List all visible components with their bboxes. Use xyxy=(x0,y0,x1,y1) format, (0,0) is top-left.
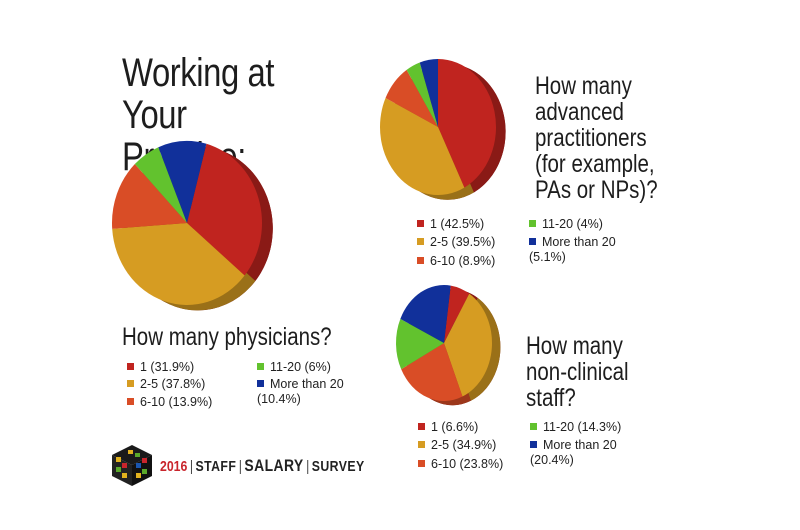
legend-item: 2-5 (39.5%) xyxy=(417,235,495,250)
pie-slice-more-than-20 xyxy=(400,285,451,343)
legend-swatch xyxy=(127,380,134,387)
question-line: How many xyxy=(526,332,623,360)
legend-swatch xyxy=(257,380,264,387)
pie-slice-1 xyxy=(187,143,262,276)
legend-label: 11-20 (14.3%) xyxy=(543,420,622,434)
survey-word: SALARY xyxy=(244,456,304,475)
logo-divider: | xyxy=(189,458,194,475)
advanced-practitioners-legend: 1 (42.5%) 2-5 (39.5%) 6-10 (8.9%) 11-20 … xyxy=(417,217,647,277)
pie-slice-more-than-20 xyxy=(158,141,207,223)
legend-item: 1 (31.9%) xyxy=(127,360,194,375)
pie-slice-11-20 xyxy=(396,318,444,370)
legend-swatch xyxy=(417,257,424,264)
logo-divider: | xyxy=(306,458,310,475)
logo-divider: | xyxy=(238,458,242,475)
physicians-pie-chart xyxy=(112,141,273,311)
question-line: How many xyxy=(535,72,632,100)
legend-label: 1 (42.5%) xyxy=(430,217,485,231)
legend-swatch xyxy=(127,363,134,370)
legend-item: 2-5 (34.9%) xyxy=(418,438,496,453)
legend-swatch xyxy=(418,460,425,467)
pie-slice-2-5 xyxy=(444,293,492,397)
legend-swatch xyxy=(529,220,536,227)
legend-swatch xyxy=(127,398,134,405)
pie-slice-6-10 xyxy=(385,69,438,127)
legend-item: 6-10 (13.9%) xyxy=(127,395,212,410)
pie-slice-11-20 xyxy=(134,147,187,223)
legend-item: 6-10 (23.8%) xyxy=(418,457,503,472)
legend-swatch xyxy=(417,238,424,245)
survey-word: SURVEY xyxy=(311,458,365,475)
legend-item: More than 20 (20.4%) xyxy=(530,438,620,468)
legend-label: 1 (6.6%) xyxy=(431,420,479,434)
legend-swatch xyxy=(257,363,264,370)
physicians-legend: 1 (31.9%) 2-5 (37.8%) 6-10 (13.9%) 11-20… xyxy=(127,360,357,420)
advanced-practitioners-pie-chart xyxy=(380,59,506,200)
legend-label: 2-5 (34.9%) xyxy=(431,438,497,452)
question-line: (for example, xyxy=(535,150,655,178)
legend-label: 6-10 (8.9%) xyxy=(430,254,496,268)
survey-cube-icon xyxy=(112,445,152,486)
pie-slice-6-10 xyxy=(401,343,463,401)
question-line: non-clinical xyxy=(526,358,629,386)
pie-slice-more-than-20 xyxy=(419,59,438,127)
legend-swatch xyxy=(418,423,425,430)
legend-swatch xyxy=(417,220,424,227)
legend-item: 11-20 (14.3%) xyxy=(530,420,621,435)
pie-slice-2-5 xyxy=(112,223,245,305)
legend-item: 11-20 (6%) xyxy=(257,360,331,375)
legend-label: 2-5 (39.5%) xyxy=(430,235,496,249)
survey-word: STAFF xyxy=(195,458,237,475)
pie-slice-6-10 xyxy=(112,164,187,229)
non-clinical-staff-pie-chart xyxy=(396,285,501,406)
legend-item: 1 (6.6%) xyxy=(418,420,478,435)
legend-swatch xyxy=(530,441,537,448)
legend-label: 11-20 (6%) xyxy=(270,360,331,374)
non-clinical-staff-question: How many non-clinical staff? xyxy=(526,333,690,411)
legend-item: 1 (42.5%) xyxy=(417,217,484,232)
pie-slice-1 xyxy=(444,285,470,343)
legend-label: 6-10 (13.9%) xyxy=(140,395,213,409)
legend-label: More than 20 (10.4%) xyxy=(257,377,344,406)
survey-logo-text: 2016 | STAFF | SALARY | SURVEY xyxy=(160,456,365,476)
survey-year: 2016 xyxy=(160,458,188,475)
legend-item: 11-20 (4%) xyxy=(529,217,603,232)
legend-item: 6-10 (8.9%) xyxy=(417,254,495,269)
legend-label: 6-10 (23.8%) xyxy=(431,457,504,471)
question-line: practitioners xyxy=(535,124,647,152)
pie-slice-1 xyxy=(438,59,496,188)
legend-swatch xyxy=(530,423,537,430)
legend-item: More than 20 (10.4%) xyxy=(257,377,347,407)
non-clinical-staff-legend: 1 (6.6%) 2-5 (34.9%) 6-10 (23.8%) 11-20 … xyxy=(418,420,648,480)
pie-slice-2-5 xyxy=(380,98,465,195)
question-line: PAs or NPs)? xyxy=(535,176,658,204)
legend-label: More than 20 (20.4%) xyxy=(530,438,617,467)
legend-swatch xyxy=(529,238,536,245)
pie-slice-11-20 xyxy=(406,62,438,127)
legend-label: 11-20 (4%) xyxy=(542,217,603,231)
legend-label: More than 20 (5.1%) xyxy=(529,235,616,264)
question-line: staff? xyxy=(526,384,576,412)
legend-item: 2-5 (37.8%) xyxy=(127,377,205,392)
legend-label: 2-5 (37.8%) xyxy=(140,377,206,391)
legend-label: 1 (31.9%) xyxy=(140,360,195,374)
advanced-practitioners-question: How many advanced practitioners (for exa… xyxy=(535,73,699,203)
title-line-1: Working at xyxy=(122,51,275,95)
survey-logo: 2016 | STAFF | SALARY | SURVEY xyxy=(108,443,368,488)
physicians-question: How many physicians? xyxy=(122,323,332,351)
legend-swatch xyxy=(418,441,425,448)
question-line: advanced xyxy=(535,98,624,126)
legend-item: More than 20 (5.1%) xyxy=(529,235,619,265)
